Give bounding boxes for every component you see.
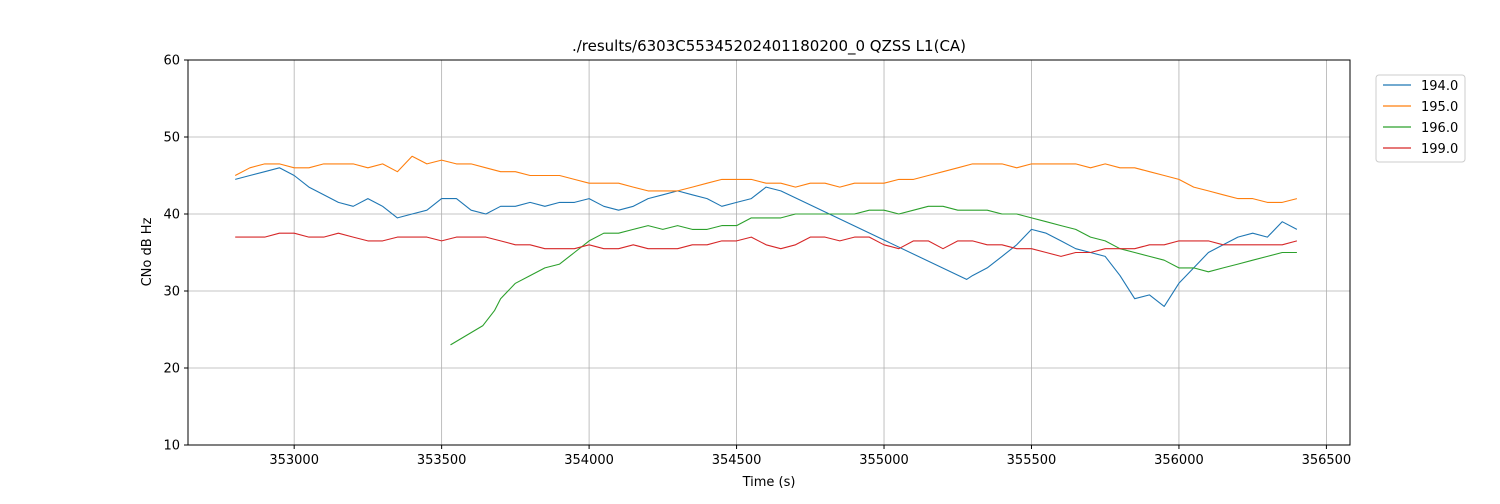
- y-tick-label: 20: [163, 362, 180, 377]
- legend-label: 196.0: [1421, 121, 1458, 136]
- x-tick-label: 354500: [712, 453, 762, 468]
- legend: 194.0 195.0 196.0 199.0: [1375, 74, 1466, 163]
- y-tick-label: 10: [163, 439, 180, 454]
- x-axis-label: Time (s): [742, 475, 796, 490]
- legend-label: 199.0: [1421, 142, 1458, 157]
- series-line-194-0: [235, 167, 1298, 307]
- series-line-195-0: [234, 155, 1298, 203]
- legend-label: 194.0: [1421, 79, 1458, 94]
- x-axis-ticks: 353000 353500 354000 354500 355000 355500 3560…: [269, 445, 1351, 468]
- y-tick-label: 60: [163, 54, 180, 69]
- y-tick-label: 50: [163, 131, 180, 146]
- x-tick-label: 355000: [859, 453, 909, 468]
- x-tick-label: 356000: [1154, 453, 1204, 468]
- y-tick-label: 40: [163, 208, 180, 223]
- chart-title: ./results/6303C55345202401180200_0 QZSS …: [572, 37, 966, 56]
- y-axis-ticks: 10 20 30 40 50 60: [163, 54, 188, 454]
- series-layer: [234, 155, 1298, 346]
- y-axis-label: CNo dB Hz: [140, 217, 155, 286]
- x-tick-label: 354000: [564, 453, 614, 468]
- x-tick-label: 353500: [417, 453, 467, 468]
- series-line-196-0: [450, 205, 1297, 346]
- x-tick-label: 353000: [269, 453, 319, 468]
- grid-lines: [188, 59, 1350, 446]
- legend-items: 194.0 195.0 196.0 199.0: [1383, 79, 1458, 157]
- legend-label: 195.0: [1421, 100, 1458, 115]
- x-tick-label: 356500: [1302, 453, 1352, 468]
- series-line-199-0: [235, 232, 1298, 257]
- legend-box: [1375, 74, 1466, 163]
- y-tick-label: 30: [163, 285, 180, 300]
- x-tick-label: 355500: [1007, 453, 1057, 468]
- plot-frame: [187, 59, 1351, 446]
